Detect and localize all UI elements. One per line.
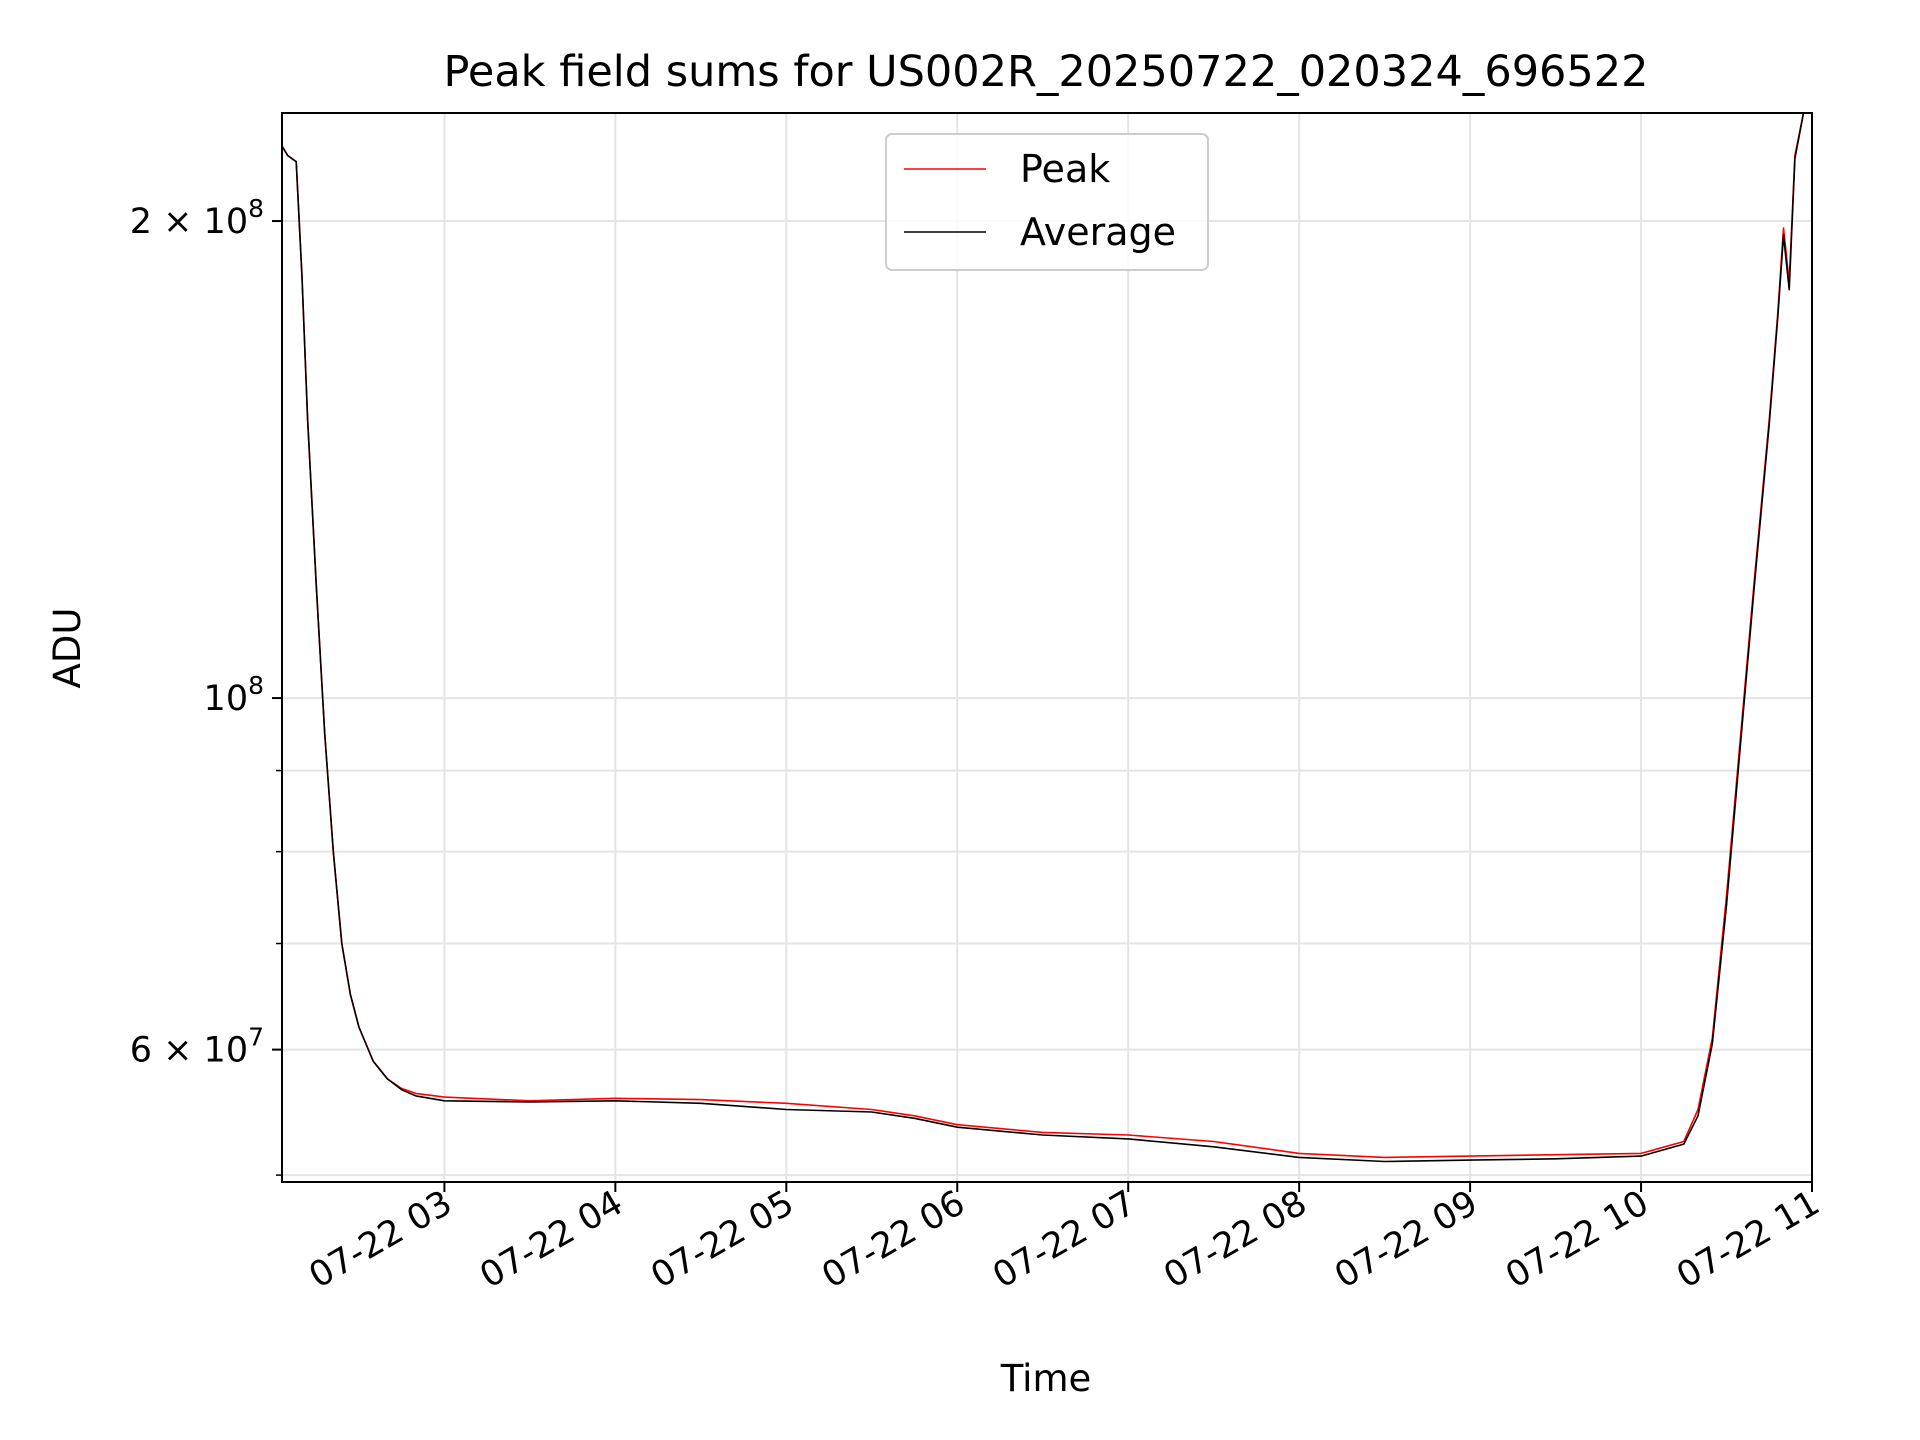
x-axis-label: Time (1000, 1357, 1092, 1400)
series-line-average (281, 112, 1805, 1163)
plot-series (281, 112, 1805, 1163)
chart-title: Peak field sums for US002R_20250722_0203… (443, 47, 1648, 97)
y-axis-label: ADU (46, 608, 89, 689)
legend: Peak Average (885, 133, 1209, 271)
y-tick-label: 6 × 107 (130, 1023, 264, 1071)
y-tick-label: 2 × 108 (130, 194, 264, 242)
legend-label-peak: Peak (1020, 147, 1110, 191)
legend-box (885, 133, 1209, 271)
legend-label-average: Average (1020, 210, 1176, 254)
plot-frame (281, 112, 1813, 1183)
grid (282, 113, 1812, 1182)
